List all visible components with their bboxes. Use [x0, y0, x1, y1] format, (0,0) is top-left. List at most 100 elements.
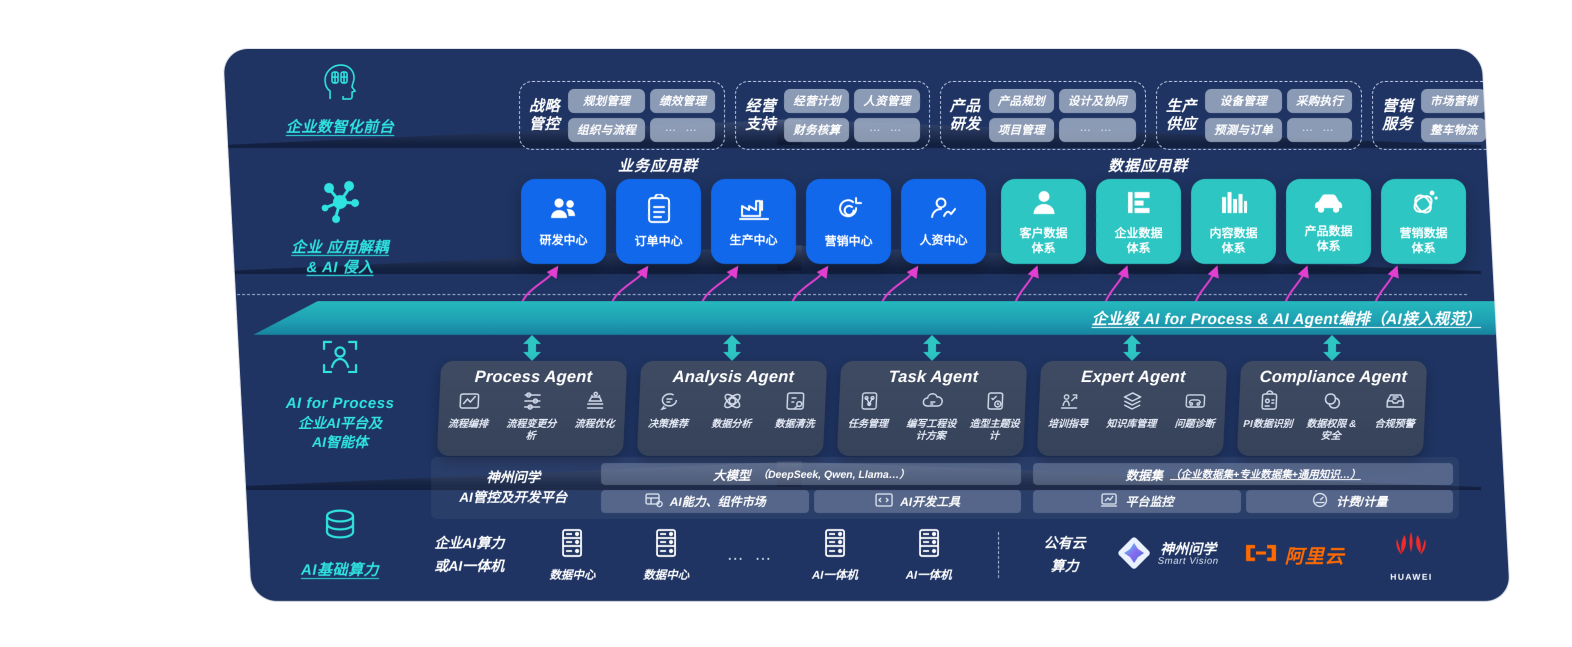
data-card-marketing[interactable]: 营销数据 体系	[1381, 179, 1467, 264]
data-card-customer[interactable]: 客户数据 体系	[1001, 179, 1087, 264]
agent-feature[interactable]: 决策推荐	[638, 390, 699, 431]
infra-enterprise-compute: 企业AI算力 或AI一体机	[413, 534, 526, 576]
settings-sliders-icon	[521, 390, 544, 417]
agent-card-task[interactable]: Task Agent 任务管理 编写工程设计方案 造型主题设计	[836, 361, 1028, 456]
agent-feature-label: 流程编排	[447, 419, 489, 430]
agent-card-analysis[interactable]: Analysis Agent 决策推荐 数据分析 数据清洗	[636, 361, 828, 456]
agent-feature[interactable]: 编写工程设计方案	[901, 390, 963, 442]
domain-group-rnd[interactable]: 产品 研发 产品规划 设计及协同 项目管理 … …	[939, 81, 1146, 150]
domain-chip[interactable]: 预测与订单	[1204, 118, 1282, 142]
domain-chip[interactable]: 产品规划	[988, 89, 1054, 113]
infra-node-datacenter-1[interactable]: 数据中心	[526, 526, 620, 583]
app-card-rnd-center[interactable]: 研发中心	[521, 179, 607, 264]
app-card-order-center[interactable]: 订单中心	[616, 179, 702, 264]
domain-chip-more[interactable]: … …	[1058, 118, 1136, 142]
data-card-enterprise[interactable]: 企业数据 体系	[1096, 179, 1182, 264]
agent-feature[interactable]: 流程编排	[438, 390, 500, 442]
data-card-product[interactable]: 产品数据 体系	[1286, 179, 1372, 264]
domain-chip[interactable]: 整车物流	[1421, 118, 1487, 142]
data-clean-icon	[784, 390, 807, 417]
platform-monitor-bar[interactable]: 平台监控	[1033, 490, 1241, 513]
model-bar-detail: （DeepSeek, Qwen, Llama…）	[757, 468, 910, 481]
agent-card-process[interactable]: Process Agent 流程编排 流程变更分析 流程优化	[436, 361, 628, 456]
app-card-label: 人资中心	[919, 233, 968, 248]
vendor-huawei[interactable]: HUAWEI	[1360, 528, 1463, 582]
model-bar[interactable]: 大模型 （DeepSeek, Qwen, Llama…）	[601, 463, 1022, 485]
billing-metering-label: 计费/计量	[1336, 495, 1388, 509]
atom-orbit-icon	[1410, 188, 1438, 221]
infra-node-datacenter-2[interactable]: 数据中心	[619, 526, 713, 583]
monitor-chart-icon	[1100, 492, 1118, 511]
domain-chip[interactable]: 市场营销	[1421, 89, 1487, 113]
data-card-label: 客户数据 体系	[1019, 226, 1068, 255]
app-card-production-center[interactable]: 生产中心	[711, 179, 797, 264]
domain-group-supply[interactable]: 生产 供应 设备管理 采购执行 预测与订单 … …	[1155, 81, 1363, 150]
domain-chip[interactable]: 采购执行	[1286, 89, 1353, 113]
rail-item-decoupling: 企业 应用解耦 & AI 侵入	[245, 177, 435, 279]
checklist-clock-icon	[984, 390, 1007, 417]
domain-chip[interactable]: 经营计划	[784, 89, 850, 113]
domain-chip-more[interactable]: … …	[1286, 118, 1353, 142]
domain-group-marketing[interactable]: 营销服务 市场营销 客户关系 整车物流 … …	[1372, 81, 1512, 150]
vendor-name-cn: 阿里云	[1284, 546, 1345, 568]
vendor-smart-vision[interactable]: 神州问学 Smart Vision	[1107, 536, 1229, 575]
domain-chip[interactable]: 人资管理	[854, 89, 920, 113]
domain-group-operations[interactable]: 经营 支持 经营计划 人资管理 财务核算 … …	[735, 81, 930, 150]
ai-dev-tools-label: AI开发工具	[900, 495, 961, 509]
agent-feature[interactable]: 数据权限 & 安全	[1301, 390, 1363, 442]
agent-card-expert[interactable]: Expert Agent 培训指导 知识库管理 问题诊断	[1036, 361, 1228, 456]
infra-node-ai-appliance-1[interactable]: AI一体机	[788, 526, 882, 583]
agent-card-compliance[interactable]: Compliance Agent PI数据识别 数据权限 & 安全 合规预警	[1236, 361, 1428, 456]
agent-feature[interactable]: 造型主题设计	[964, 390, 1026, 442]
domain-chip[interactable]: 绩效管理	[650, 89, 716, 113]
platform-left-column: 大模型 （DeepSeek, Qwen, Llama…） AI能力、组件市场 A…	[596, 457, 1028, 519]
agent-feature[interactable]: 流程优化	[564, 390, 626, 442]
platform-title: 神州问学 AI管控及开发平台	[431, 457, 595, 519]
domain-chip[interactable]: 设备管理	[1204, 89, 1282, 113]
billing-metering-bar[interactable]: 计费/计量	[1245, 490, 1454, 513]
business-app-card-row: 研发中心 订单中心 生产中心	[521, 179, 987, 264]
agent-feature[interactable]: 知识库管理	[1101, 390, 1162, 431]
target-spiral-icon	[834, 194, 864, 229]
domain-chip[interactable]: 设计及协同	[1058, 89, 1136, 113]
domain-chip[interactable]: 组织与流程	[568, 118, 646, 142]
ellipsis-icon: … …	[726, 545, 775, 564]
agent-name: Compliance Agent	[1259, 368, 1408, 386]
agent-feature[interactable]: 合规预警	[1364, 390, 1426, 442]
domain-chip-more[interactable]: … …	[854, 118, 920, 142]
domain-chip-more[interactable]: … …	[650, 118, 716, 142]
app-card-marketing-center[interactable]: 营销中心	[806, 179, 892, 264]
vendor-aliyun[interactable]: 阿里云	[1229, 542, 1360, 569]
ai-platform-strip: 神州问学 AI管控及开发平台 大模型 （DeepSeek, Qwen, Llam…	[431, 457, 1460, 519]
agent-feature[interactable]: 问题诊断	[1165, 390, 1226, 431]
infra-node-ai-appliance-2[interactable]: AI一体机	[882, 526, 976, 583]
database-cylinder-icon	[245, 504, 435, 553]
agent-feature[interactable]: 培训指导	[1038, 390, 1099, 431]
domain-chip[interactable]: 规划管理	[568, 89, 646, 113]
domain-chip[interactable]: 财务核算	[784, 118, 850, 142]
huawei-logo	[1389, 528, 1433, 567]
data-card-label: 产品数据 体系	[1304, 224, 1353, 253]
dataset-bar[interactable]: 数据集 （企业数据集+专业数据集+通用知识…）	[1033, 463, 1454, 485]
infra-node-label: AI一体机	[905, 570, 952, 583]
app-card-hr-center[interactable]: 人资中心	[901, 179, 987, 264]
agent-feature[interactable]: 数据分析	[701, 390, 762, 431]
diagram-board: 企业数智化前台 企业 应用解耦 & AI 侵入 AI for Process	[222, 48, 1512, 602]
domain-name-operations: 经营 支持	[745, 97, 777, 133]
agent-feature[interactable]: 数据清洗	[765, 390, 826, 431]
domain-group-strategy[interactable]: 战略 管控 规划管理 绩效管理 组织与流程 … …	[519, 81, 726, 150]
domain-chip-more[interactable]: … …	[1491, 118, 1512, 142]
domain-chip[interactable]: 项目管理	[988, 118, 1054, 142]
agent-feature[interactable]: PI数据识别	[1238, 390, 1300, 442]
agent-feature[interactable]: 流程变更分析	[501, 390, 563, 442]
id-card-icon	[1257, 390, 1280, 417]
agent-feature[interactable]: 任务管理	[838, 390, 900, 442]
gauge-meter-icon	[1311, 492, 1329, 511]
public-cloud-label-1: 公有云	[1043, 535, 1086, 552]
ai-dev-tools-bar[interactable]: AI开发工具	[813, 490, 1022, 513]
domain-chip[interactable]: 客户关系	[1491, 89, 1512, 113]
data-card-content[interactable]: 内容数据 体系	[1191, 179, 1277, 264]
rail-label-ai-process: AI for Process	[285, 395, 395, 412]
ai-capability-market-bar[interactable]: AI能力、组件市场	[601, 490, 809, 513]
